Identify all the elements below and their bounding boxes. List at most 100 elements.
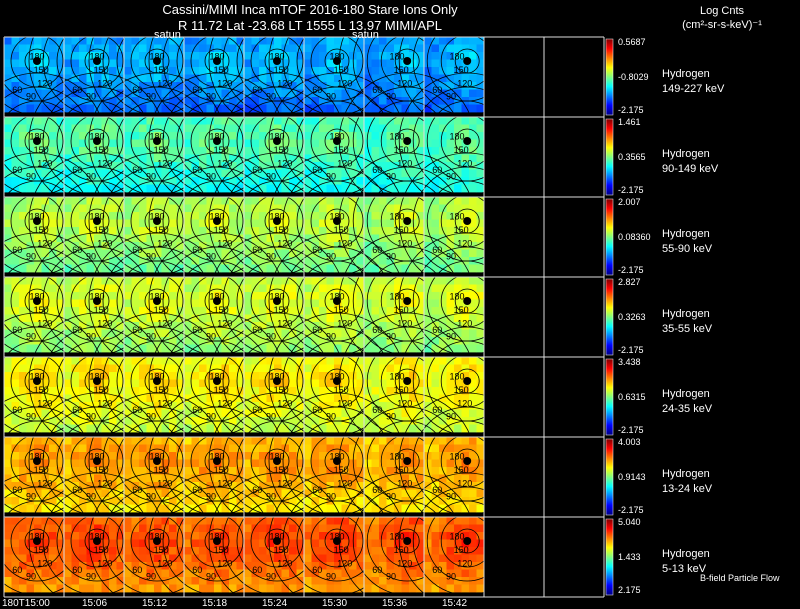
heatmap-cell [4,337,12,345]
heatmap-cell [176,124,185,133]
heatmap-cell [56,67,65,75]
heatmap-cell [116,387,125,395]
heatmap-cell [274,467,282,475]
heatmap-cell [139,337,147,345]
heatmap-cell [124,497,132,505]
heatmap-cell [206,584,215,593]
heatmap-cell [221,387,230,395]
heatmap-cell [124,74,132,83]
heatmap-cell [71,322,80,330]
heatmap-cell [161,219,170,228]
heatmap-cell [11,307,20,315]
heatmap-cell [371,257,380,265]
heatmap-cell [469,322,477,330]
heatmap-cell [139,437,147,445]
heatmap-cell [431,417,440,425]
heatmap-cell [364,394,372,403]
contour-label: 180 [389,131,404,141]
heatmap-cell [364,52,372,60]
heatmap-cell [116,482,125,490]
heatmap-cell [326,117,335,125]
heatmap-cell [259,264,267,273]
heatmap-cell [454,67,462,75]
heatmap-cell [11,97,20,105]
field-direction-marker [93,137,101,145]
heatmap-cell [146,424,155,433]
heatmap-cell [199,292,207,300]
heatmap-cell [56,124,65,133]
heatmap-cell [139,524,147,533]
contour-label: 180 [449,131,464,141]
heatmap-cell [371,104,380,113]
heatmap-cell [191,379,200,388]
heatmap-cell [161,124,170,133]
heatmap-cell [281,337,290,345]
heatmap-cell [176,277,185,285]
heatmap-cell [281,372,290,380]
heatmap-cell [139,264,147,273]
contour-label: 60 [12,245,22,255]
heatmap-cell [154,89,162,98]
heatmap-cell [364,162,372,170]
heatmap-cell [4,379,12,388]
heatmap-cell [139,234,147,243]
pitch-angle-contour [310,514,364,568]
heatmap-cell [191,504,200,513]
contour-label: 120 [157,159,172,169]
heatmap-cell [139,249,147,258]
heatmap-cell [26,474,35,483]
heatmap-cell [416,322,425,330]
contour-label: 90 [26,91,36,101]
heatmap-cell [86,219,95,228]
heatmap-cell [394,504,402,513]
heatmap-cell [371,197,380,205]
heatmap-cell [461,89,470,98]
heatmap-cell [64,299,72,308]
heatmap-cell [206,504,215,513]
heatmap-cell [11,44,20,53]
heatmap-cell [79,52,87,60]
heatmap-cell [229,497,237,505]
heatmap-cell [34,409,42,418]
contour-label: 60 [312,405,322,415]
heatmap-cell [49,489,57,498]
contour-label: 150 [454,65,469,75]
heatmap-cell [416,417,425,425]
heatmap-cell [116,52,125,60]
heatmap-cell [439,74,447,83]
heatmap-cell [161,277,170,285]
heatmap-cell [71,524,80,533]
heatmap-cell [454,437,462,445]
heatmap-cell [56,162,65,170]
heatmap-cell [311,264,320,273]
heatmap-cell [56,452,65,460]
heatmap-cell [379,299,387,308]
heatmap-cell [139,452,147,460]
heatmap-cell [184,379,192,388]
heatmap-cell [356,482,365,490]
contour-label: 90 [26,571,36,581]
heatmap-cell [56,307,65,315]
heatmap-cell [424,184,432,193]
heatmap-cell [221,197,230,205]
heatmap-cell [394,227,402,235]
heatmap-cell [461,124,470,133]
contour-label: 60 [252,325,262,335]
heatmap-cell [34,227,42,235]
heatmap-cell [356,59,365,68]
heatmap-cell [221,89,230,98]
heatmap-cell [191,474,200,483]
heatmap-cell [71,219,80,228]
heatmap-cell [266,219,275,228]
heatmap-cell [169,337,177,345]
contour-label: 150 [94,545,109,555]
heatmap-cell [289,577,297,585]
heatmap-cell [319,59,327,68]
heatmap-cell [191,409,200,418]
heatmap-cell [274,364,282,373]
heatmap-cell [379,44,387,53]
heatmap-cell [116,67,125,75]
heatmap-cell [244,489,252,498]
heatmap-cell [401,532,410,540]
heatmap-cell [296,299,305,308]
